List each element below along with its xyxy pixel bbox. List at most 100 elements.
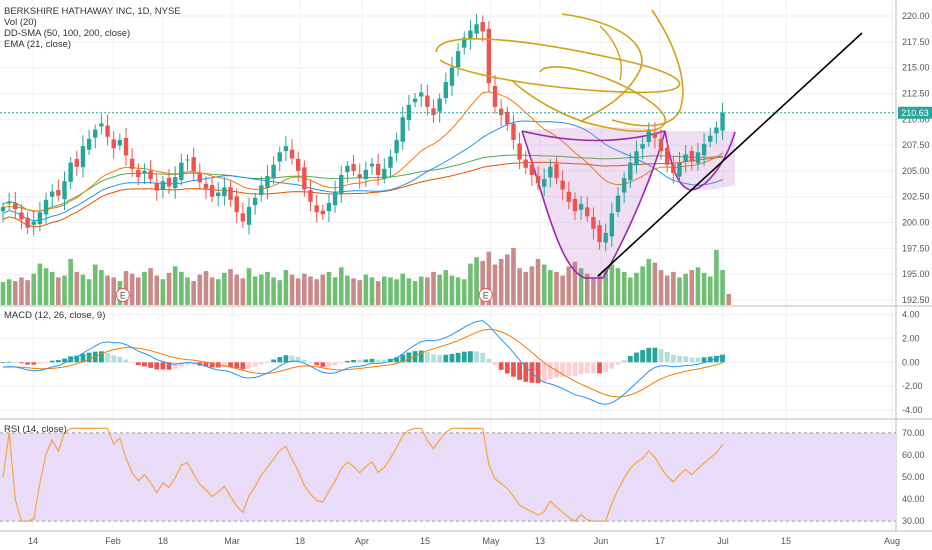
- macd-histogram-bar: [400, 354, 406, 363]
- candle-body: [523, 159, 528, 168]
- volume-bar: [560, 275, 565, 305]
- macd-histogram-bar: [203, 362, 209, 367]
- macd-histogram-bar: [357, 360, 363, 363]
- candle-body: [228, 187, 233, 200]
- macd-histogram-bar: [105, 352, 110, 363]
- price-tick-label: 215.00: [902, 63, 930, 73]
- macd-histogram-bar: [31, 362, 37, 365]
- volume-bar: [677, 277, 682, 305]
- price-tick-label: 220.00: [902, 11, 930, 21]
- candle-body: [505, 111, 510, 125]
- last-price-badge: 210.63: [898, 106, 932, 119]
- volume-bar: [31, 273, 37, 305]
- volume-bar: [68, 259, 73, 305]
- macd-histogram-bar: [19, 362, 24, 364]
- macd-histogram-bar: [406, 352, 412, 363]
- macd-histogram-bar: [43, 362, 49, 364]
- rsi-band: [0, 432, 896, 522]
- macd-histogram-bar: [547, 362, 553, 380]
- volume-bar: [43, 268, 49, 305]
- candle-body: [314, 205, 319, 213]
- trendline[interactable]: [597, 32, 863, 277]
- time-tick-label: 14: [28, 536, 38, 546]
- volume-bar: [671, 271, 676, 305]
- price-tick-label: 200.00: [902, 218, 930, 228]
- macd-histogram-bar: [517, 362, 522, 380]
- volume-bar: [326, 271, 332, 305]
- candle-body: [419, 92, 424, 97]
- candle-body: [701, 144, 707, 156]
- macd-histogram-bar: [234, 362, 240, 369]
- macd-histogram-bar: [566, 362, 572, 377]
- candle-body: [517, 143, 522, 160]
- doodle-stroke: [599, 25, 622, 81]
- volume-bar: [49, 271, 55, 305]
- earnings-marker-icon[interactable]: [478, 288, 493, 302]
- macd-histogram-bar: [351, 359, 356, 363]
- volume-bar: [492, 264, 498, 305]
- macd-histogram-bar: [720, 354, 725, 363]
- price-axis[interactable]: 220.00 217.50 215.00 212.50 210.00 207.50 205.…: [902, 11, 930, 305]
- volume-bar: [80, 274, 86, 305]
- macd-histogram-bar: [166, 362, 172, 370]
- volume-bar: [142, 271, 147, 305]
- macd-histogram-bar: [148, 362, 153, 368]
- candle-body: [652, 132, 658, 138]
- drawings[interactable]: [435, 9, 863, 277]
- time-axis[interactable]: 14 Feb 18 Mar 18 Apr 15 May 13 Jun 17 Jul 15 Aug: [28, 536, 900, 546]
- volume-bar: [443, 270, 449, 305]
- macd-histogram-bar: [6, 361, 12, 363]
- price-tick-label: 217.50: [902, 37, 930, 47]
- price-tick-label: 202.50: [902, 192, 930, 202]
- volume-bar: [203, 270, 209, 305]
- volume-bar: [714, 249, 719, 305]
- macd-histogram-bar: [25, 362, 30, 365]
- candle-body: [529, 164, 535, 176]
- macd-histogram-bar: [664, 351, 670, 363]
- rsi-axis[interactable]: 70.00 60.00 50.00 40.00 30.00: [902, 428, 925, 526]
- macd-histogram-bar: [578, 362, 584, 375]
- volume-bar: [185, 277, 190, 305]
- macd-histogram-bar: [265, 361, 270, 363]
- candle-body: [492, 85, 498, 107]
- candle-body: [665, 147, 670, 165]
- time-tick-label: 15: [781, 536, 791, 546]
- volume-bar: [320, 274, 326, 305]
- volume-bar: [664, 275, 670, 305]
- volume-bar: [628, 277, 633, 305]
- candle-body: [259, 185, 264, 196]
- candle-body: [351, 164, 356, 171]
- macd-axis[interactable]: 4.00 2.00 0.00 -2.00 -4.00: [902, 310, 923, 415]
- candle-body: [621, 178, 627, 193]
- candle-body: [462, 37, 467, 48]
- candle-body: [160, 181, 166, 190]
- earnings-marker-icon[interactable]: [115, 288, 130, 302]
- indicator-dd-sma: DD-SMA (50, 100, 200, close): [4, 28, 130, 39]
- volume-bar: [160, 279, 166, 305]
- candle-body: [339, 175, 344, 195]
- macd-histogram-bar: [375, 359, 381, 363]
- macd-histogram-bar: [597, 362, 602, 374]
- candle-body: [400, 117, 405, 142]
- macd-histogram-bar: [111, 355, 117, 363]
- candle-body: [591, 216, 596, 229]
- volume-bar: [25, 280, 30, 305]
- macd-histogram-bar: [277, 357, 283, 363]
- macd-histogram-bar: [431, 354, 436, 363]
- macd-pane: [0, 320, 725, 405]
- macd-tick-label: 0.00: [902, 357, 920, 367]
- time-tick-label: Jul: [717, 536, 729, 546]
- volume-bar: [425, 277, 430, 305]
- volume-bar: [19, 277, 24, 305]
- candle-body: [277, 152, 282, 162]
- price-tick-label: 197.50: [902, 243, 930, 253]
- macd-histogram-bar: [492, 362, 498, 366]
- volume-bar: [511, 247, 516, 305]
- candle-body: [603, 232, 608, 243]
- volume-bar: [111, 277, 116, 305]
- candle-body: [634, 151, 639, 166]
- volume-bar: [259, 274, 264, 305]
- candle-body: [43, 199, 49, 215]
